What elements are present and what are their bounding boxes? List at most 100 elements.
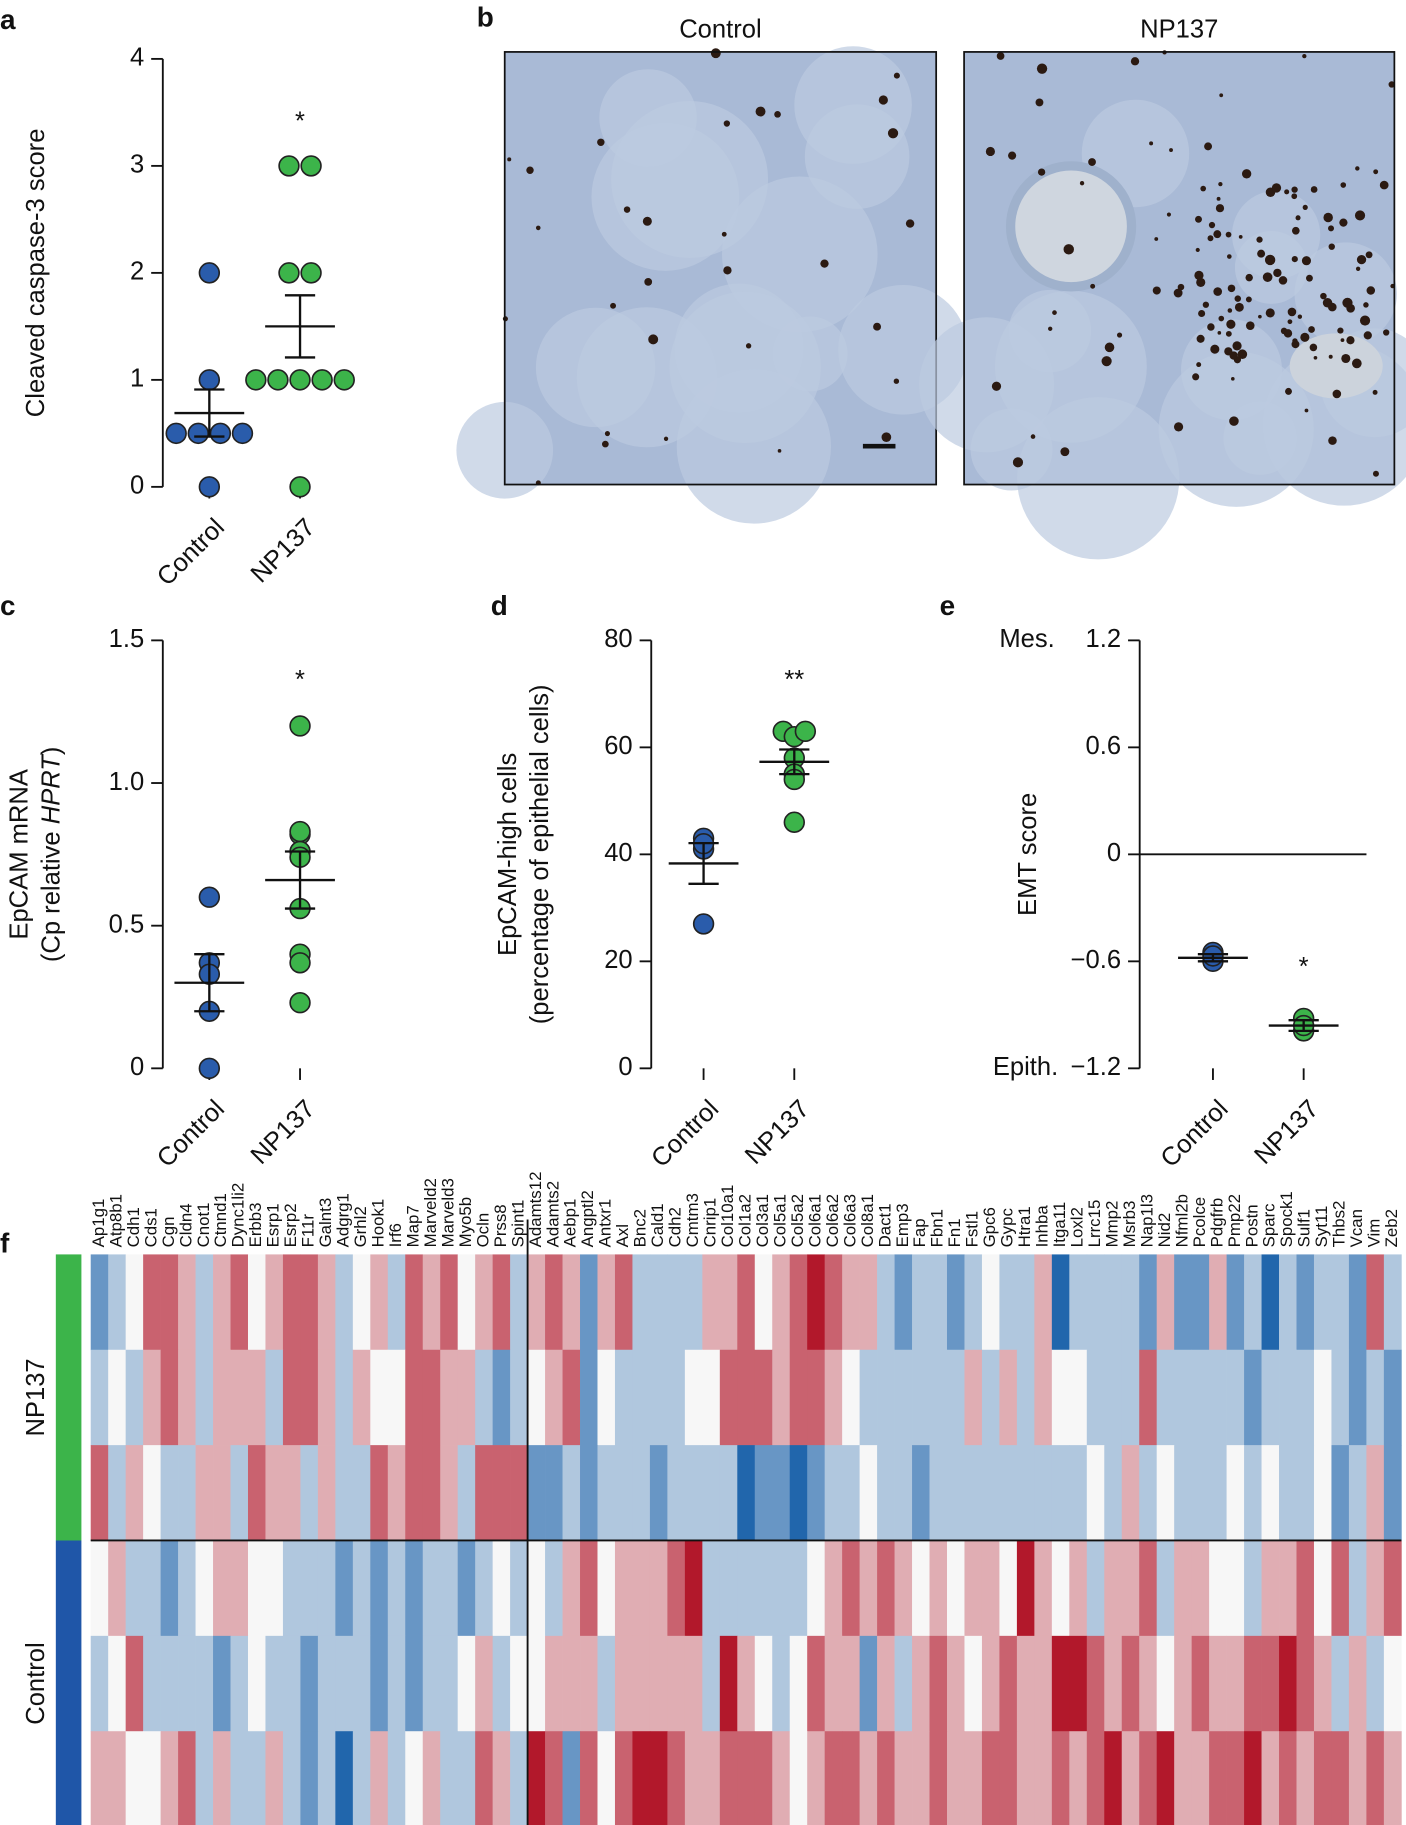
heatmap-cell — [649, 1445, 668, 1541]
heatmap-cell — [807, 1254, 826, 1351]
heatmap-cell — [789, 1540, 808, 1637]
heatmap-cell — [1174, 1540, 1192, 1637]
significance: * — [1299, 953, 1309, 981]
heatmap-cell — [230, 1731, 249, 1825]
data-point — [289, 992, 311, 1014]
stained-cell — [1225, 231, 1232, 238]
heatmap-cell — [737, 1349, 756, 1446]
heatmap-cell — [1313, 1731, 1332, 1825]
heatmap-cell — [824, 1445, 843, 1541]
gene-label: Irf6 — [386, 1223, 405, 1247]
heatmap-cell — [912, 1540, 930, 1637]
data-point — [289, 715, 311, 737]
heatmap-cell — [877, 1731, 895, 1825]
heatmap-cell — [1156, 1731, 1175, 1825]
heatmap-cell — [859, 1635, 878, 1732]
tissue-gland — [669, 291, 821, 444]
gene-label: Htra1 — [1015, 1206, 1034, 1247]
data-point — [289, 369, 311, 391]
stained-cell — [723, 120, 731, 127]
stained-cell — [1356, 254, 1367, 265]
gene-label: Adamts2 — [543, 1181, 562, 1248]
gene-label: Inhba — [1033, 1205, 1052, 1248]
stained-cell — [1202, 301, 1210, 308]
gene-label: Itga11 — [1050, 1202, 1069, 1248]
heatmap-cell — [247, 1349, 266, 1446]
stained-cell — [1217, 331, 1222, 335]
stained-cell — [1196, 334, 1205, 343]
heatmap-cell — [1296, 1254, 1315, 1351]
heatmap-cell — [1366, 1254, 1385, 1351]
heatmap-cell — [1051, 1540, 1070, 1637]
data-point — [278, 262, 300, 284]
heatmap-cell — [842, 1635, 860, 1732]
stained-cell — [1101, 356, 1112, 367]
gene-label: Ctnnd1 — [211, 1193, 230, 1247]
heatmap-cell — [178, 1349, 196, 1446]
y-tick-label: 0 — [130, 1053, 144, 1081]
heatmap-cell — [562, 1254, 581, 1351]
stained-cell — [1241, 169, 1252, 179]
y-axis-label: EMT score — [1014, 793, 1042, 916]
heatmap-cell — [1104, 1635, 1123, 1732]
heatmap-cell — [632, 1635, 651, 1732]
heatmap-cell — [457, 1445, 476, 1541]
heatmap-cell — [282, 1254, 301, 1351]
stained-cell — [1234, 295, 1242, 302]
heatmap-cell — [772, 1540, 791, 1637]
heatmap-cell — [1244, 1635, 1262, 1732]
heatmap-cell — [981, 1254, 1000, 1351]
heatmap-cell — [964, 1349, 983, 1446]
heatmap-cell — [1209, 1445, 1227, 1541]
image-frame — [963, 51, 1396, 486]
heatmap-cell — [1313, 1349, 1332, 1446]
heatmap-cell — [405, 1254, 424, 1351]
heatmap-cell — [737, 1254, 756, 1351]
heatmap-cell — [545, 1635, 563, 1732]
heatmap-cell — [702, 1635, 721, 1732]
gene-label: Hook1 — [369, 1199, 388, 1248]
heatmap-cell — [894, 1349, 913, 1446]
stained-cell — [1035, 98, 1044, 107]
stained-cell — [648, 334, 659, 345]
heatmap-cell — [440, 1635, 459, 1732]
heatmap-cell — [405, 1635, 424, 1732]
heatmap-cell — [1034, 1540, 1053, 1637]
heatmap-cell — [1279, 1254, 1297, 1351]
heatmap-cell — [789, 1254, 808, 1351]
heatmap-cell — [90, 1445, 109, 1541]
heatmap-cell — [929, 1254, 948, 1351]
gene-label: Cgn — [159, 1216, 178, 1247]
gene-label: Cldn4 — [176, 1203, 195, 1247]
stained-cell — [1232, 341, 1242, 351]
x-tick-label: NP137 — [246, 513, 321, 588]
stained-cell — [1285, 387, 1292, 395]
heatmap-cell — [387, 1254, 406, 1351]
heatmap-cell — [1034, 1349, 1053, 1446]
heatmap-cell — [597, 1254, 616, 1351]
stained-cell — [610, 302, 617, 309]
stained-cell — [1152, 286, 1161, 295]
tissue-gland — [1008, 289, 1092, 373]
heatmap-cell — [422, 1349, 441, 1446]
heatmap-cell — [335, 1635, 354, 1732]
heatmap-cell — [702, 1349, 721, 1446]
gene-label: Nap1l3 — [1137, 1194, 1156, 1247]
heatmap-cell — [1139, 1254, 1158, 1351]
heatmap-cell — [387, 1540, 406, 1637]
heatmap-cell — [1139, 1635, 1158, 1732]
heatmap-cell — [999, 1445, 1018, 1541]
data-point — [187, 422, 209, 445]
heatmap-cell — [772, 1635, 791, 1732]
heatmap-cell — [562, 1635, 581, 1732]
heatmap-cell — [824, 1635, 843, 1732]
stained-cell — [723, 266, 732, 275]
heatmap-cell — [1086, 1540, 1105, 1637]
heatmap-cell — [754, 1540, 773, 1637]
heatmap-cell — [230, 1349, 249, 1446]
significance: * — [295, 108, 305, 136]
heatmap-cell — [265, 1349, 284, 1446]
data-point — [278, 155, 300, 177]
gene-label: Adgrg1 — [334, 1193, 353, 1247]
